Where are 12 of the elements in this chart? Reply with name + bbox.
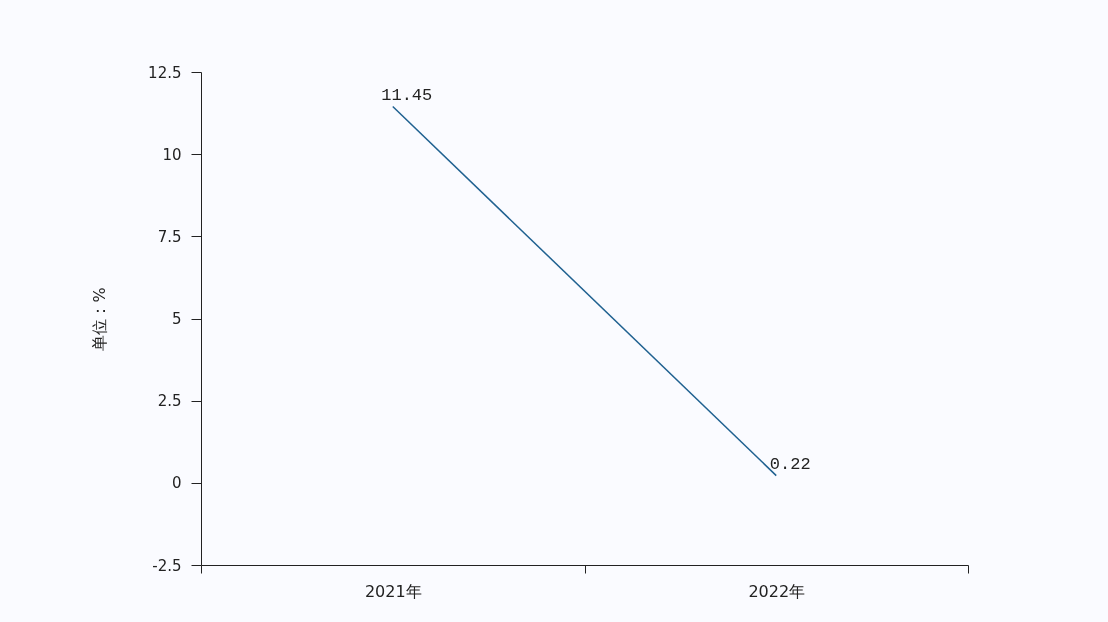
x-tick-label: 2021年: [364, 581, 422, 601]
y-tick-label: -2.5: [152, 556, 182, 575]
x-tick-label: 2022年: [748, 581, 806, 601]
data-label: 11.45: [381, 85, 433, 105]
y-tick-label: 2.5: [157, 392, 182, 411]
y-tick-label: 7.5: [157, 227, 182, 246]
data-label: 0.22: [769, 454, 811, 474]
y-tick-label: 5: [171, 310, 182, 328]
y-tick-label: 10: [162, 145, 182, 164]
y-axis-title: 单位：%: [90, 287, 110, 351]
y-tick-label: 12.5: [148, 63, 182, 82]
y-tick-label: 0: [171, 474, 182, 493]
